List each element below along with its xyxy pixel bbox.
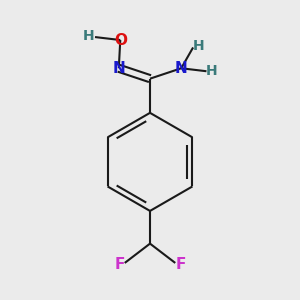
Text: O: O: [114, 32, 127, 47]
Text: F: F: [176, 257, 186, 272]
Text: H: H: [193, 39, 204, 53]
Text: N: N: [112, 61, 125, 76]
Text: H: H: [206, 64, 218, 78]
Text: H: H: [83, 29, 94, 43]
Text: N: N: [175, 61, 188, 76]
Text: F: F: [114, 257, 124, 272]
